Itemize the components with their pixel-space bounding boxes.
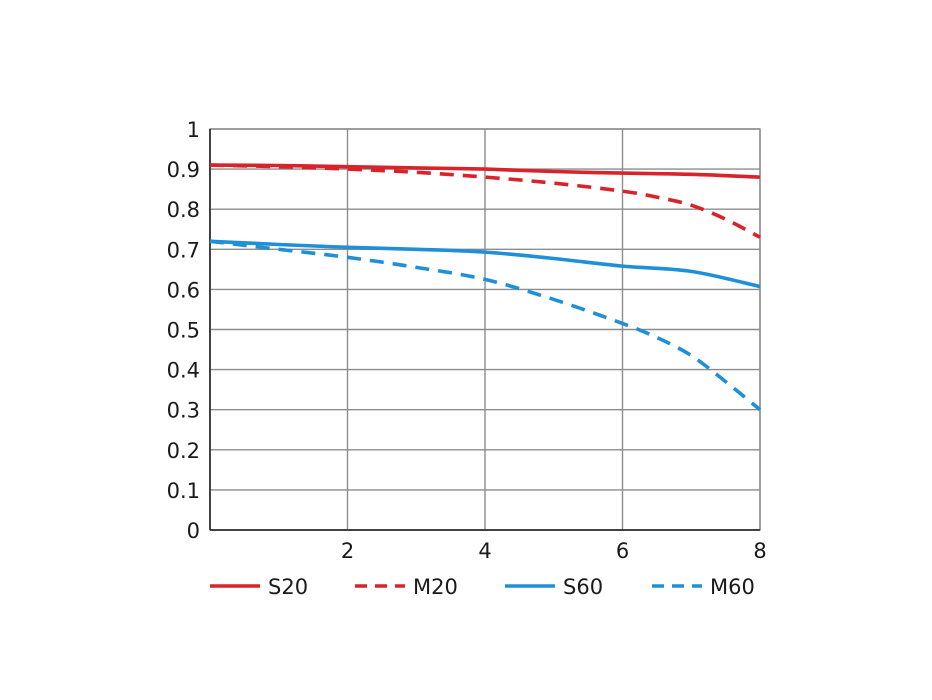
x-tick-label: 2 bbox=[341, 539, 354, 563]
legend-label-s60: S60 bbox=[563, 575, 603, 599]
series-line-s20 bbox=[209, 163, 761, 179]
x-tick-label: 4 bbox=[478, 539, 491, 563]
y-tick-label: 0.8 bbox=[167, 198, 200, 222]
x-tick-label: 8 bbox=[753, 539, 766, 563]
legend-label-s20: S20 bbox=[268, 575, 308, 599]
grid-lines bbox=[210, 128, 761, 531]
y-tick-label: 0.7 bbox=[167, 238, 200, 262]
series-line-s60 bbox=[209, 239, 761, 289]
legend-label-m20: M20 bbox=[413, 575, 458, 599]
x-tick-label: 6 bbox=[616, 539, 629, 563]
x-tick-labels: 2 4 6 8 bbox=[341, 539, 767, 563]
y-tick-label: 0.5 bbox=[167, 319, 200, 343]
legend: S20 M20 S60 M60 bbox=[210, 575, 755, 599]
y-tick-label: 0.9 bbox=[167, 158, 200, 182]
series-lines bbox=[209, 163, 762, 412]
y-tick-labels: 0 0.1 0.2 0.3 0.4 0.5 0.6 0.7 0.8 0.9 1 bbox=[167, 118, 200, 543]
y-tick-label: 0.3 bbox=[167, 399, 200, 423]
y-tick-label: 0.4 bbox=[167, 359, 200, 383]
y-tick-label: 0.2 bbox=[167, 439, 200, 463]
y-tick-label: 0 bbox=[187, 519, 200, 543]
series-line-m20 bbox=[209, 163, 761, 239]
plot-frame bbox=[209, 128, 761, 531]
y-tick-label: 0.6 bbox=[167, 278, 200, 302]
y-tick-label: 1 bbox=[187, 118, 200, 142]
y-tick-label: 0.1 bbox=[167, 479, 200, 503]
legend-label-m60: M60 bbox=[710, 575, 755, 599]
